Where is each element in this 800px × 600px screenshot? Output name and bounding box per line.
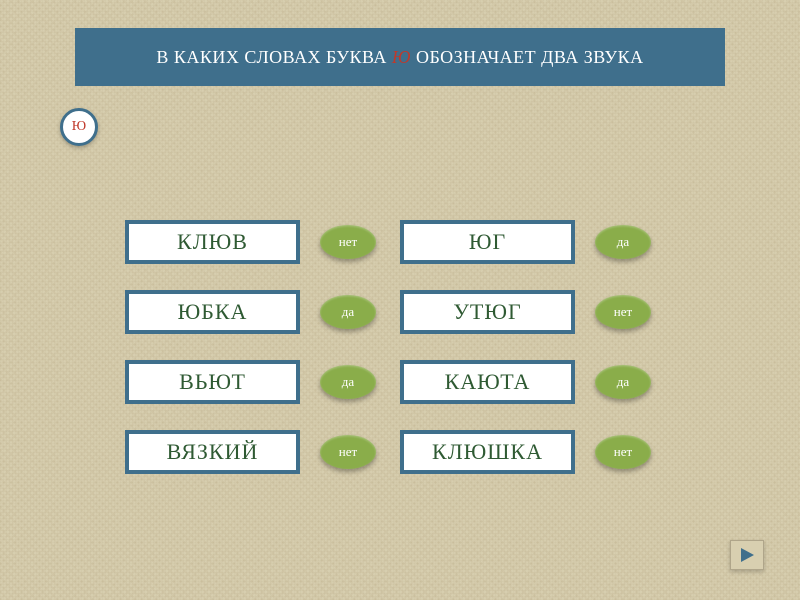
question-header: В КАКИХ СЛОВАХ БУКВА Ю ОБОЗНАЧАЕТ ДВА ЗВ… — [75, 28, 725, 86]
answer-label: да — [342, 374, 354, 390]
answer-label: нет — [339, 234, 357, 250]
word-box[interactable]: УТЮГ — [400, 290, 575, 334]
answer-label: да — [617, 234, 629, 250]
answer-pill[interactable]: нет — [595, 435, 651, 469]
letter-badge: Ю — [60, 108, 98, 146]
word-box[interactable]: ВЯЗКИЙ — [125, 430, 300, 474]
word-label: УТЮГ — [453, 299, 521, 325]
answer-pill[interactable]: да — [320, 365, 376, 399]
answer-label: нет — [339, 444, 357, 460]
word-label: ВЬЮТ — [179, 369, 246, 395]
word-box[interactable]: ЮГ — [400, 220, 575, 264]
word-label: КЛЮВ — [177, 229, 248, 255]
next-button[interactable] — [730, 540, 764, 570]
answer-pill[interactable]: нет — [320, 225, 376, 259]
answer-label: нет — [614, 444, 632, 460]
answer-pill[interactable]: да — [595, 225, 651, 259]
word-box[interactable]: ВЬЮТ — [125, 360, 300, 404]
word-box[interactable]: КЛЮВ — [125, 220, 300, 264]
word-label: КЛЮШКА — [432, 439, 543, 465]
answer-label: да — [342, 304, 354, 320]
word-box[interactable]: ЮБКА — [125, 290, 300, 334]
answer-pill[interactable]: да — [320, 295, 376, 329]
word-label: ВЯЗКИЙ — [167, 439, 259, 465]
word-label: КАЮТА — [445, 369, 531, 395]
answer-pill[interactable]: да — [595, 365, 651, 399]
answer-pill[interactable]: нет — [595, 295, 651, 329]
answer-pill[interactable]: нет — [320, 435, 376, 469]
word-box[interactable]: КЛЮШКА — [400, 430, 575, 474]
word-label: ЮБКА — [178, 299, 248, 325]
letter-badge-text: Ю — [72, 119, 86, 135]
answer-label: да — [617, 374, 629, 390]
header-accent-letter: Ю — [392, 47, 411, 67]
play-arrow-icon — [738, 546, 756, 564]
word-label: ЮГ — [469, 229, 506, 255]
header-prefix: В КАКИХ СЛОВАХ БУКВА — [156, 47, 391, 67]
answer-label: нет — [614, 304, 632, 320]
word-box[interactable]: КАЮТА — [400, 360, 575, 404]
header-suffix: ОБОЗНАЧАЕТ ДВА ЗВУКА — [411, 47, 644, 67]
